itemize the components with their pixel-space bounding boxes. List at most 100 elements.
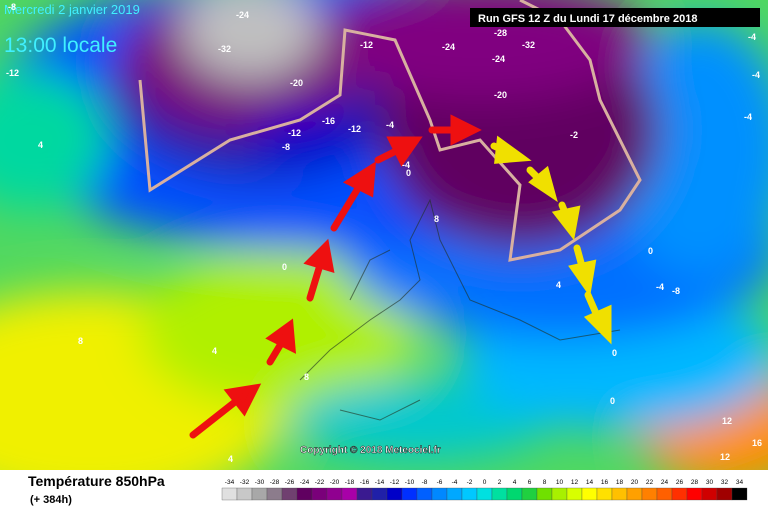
legend-tick: -14 xyxy=(375,479,385,486)
legend-swatch xyxy=(551,487,568,501)
legend-swatch xyxy=(626,487,643,501)
legend-swatch xyxy=(581,487,598,501)
legend-swatch xyxy=(371,487,388,501)
legend-tick: 8 xyxy=(543,479,547,486)
contour-label: -4 xyxy=(656,282,664,292)
legend-tick: -2 xyxy=(467,479,473,486)
legend-swatch xyxy=(566,487,583,501)
legend-swatch xyxy=(476,487,493,501)
legend-swatch xyxy=(686,487,703,501)
contour-label: 4 xyxy=(212,346,217,356)
legend-tick: 30 xyxy=(706,479,714,486)
run-label: Run GFS 12 Z du Lundi 17 décembre 2018 xyxy=(478,13,697,25)
contour-label: -12 xyxy=(360,40,373,50)
contour-label: 8 xyxy=(78,336,83,346)
contour-label: -12 xyxy=(6,68,19,78)
coastlines xyxy=(299,198,621,421)
legend-swatch xyxy=(221,487,238,501)
contour-label: -2 xyxy=(570,130,578,140)
contour-label: -20 xyxy=(494,90,507,100)
legend-swatch xyxy=(731,487,748,501)
copyright: Copyright © 2018 Meteociel.fr xyxy=(300,445,441,456)
legend-tick: 18 xyxy=(616,479,624,486)
contour-label: -32 xyxy=(218,44,231,54)
legend-tick: -32 xyxy=(240,479,250,486)
contour-label: -24 xyxy=(492,54,505,64)
contour-label: -8 xyxy=(672,286,680,296)
contour-label: -4 xyxy=(752,70,760,80)
legend-swatch xyxy=(296,487,313,501)
legend-swatch xyxy=(236,487,253,501)
contour-label: 0 xyxy=(612,348,617,358)
legend-tick: -12 xyxy=(390,479,400,486)
contour-label: -16 xyxy=(322,116,335,126)
legend-tick: -30 xyxy=(255,479,265,486)
legend-swatch xyxy=(311,487,328,501)
date-label: Mercredi 2 janvier 2019 xyxy=(4,2,140,17)
contour-label: -20 xyxy=(290,78,303,88)
legend-swatch xyxy=(251,487,268,501)
legend-tick: -26 xyxy=(285,479,295,486)
legend-tick: -6 xyxy=(437,479,443,486)
legend-swatch xyxy=(401,487,418,501)
legend-swatch xyxy=(341,487,358,501)
legend-tick: 0 xyxy=(483,479,487,486)
contour-label: 12 xyxy=(722,416,732,426)
contour-label: -8 xyxy=(282,142,290,152)
footer-title: Température 850hPa xyxy=(28,473,165,489)
legend-tick: -22 xyxy=(315,479,325,486)
contour-label: 8 xyxy=(304,372,309,382)
legend-tick: -18 xyxy=(345,479,355,486)
contour-label: -12 xyxy=(348,124,361,134)
legend-swatch xyxy=(521,487,538,501)
legend-swatch xyxy=(266,487,283,501)
contour-label: 12 xyxy=(720,452,730,462)
legend-swatch xyxy=(356,487,373,501)
contour-label: 0 xyxy=(282,262,287,272)
legend-swatch xyxy=(461,487,478,501)
legend-swatch xyxy=(281,487,298,501)
legend-tick: 32 xyxy=(721,479,729,486)
legend-swatch xyxy=(596,487,613,501)
contour-label: 16 xyxy=(752,438,762,448)
contour-label: 4 xyxy=(556,280,561,290)
legend-swatch xyxy=(416,487,433,501)
legend-swatch xyxy=(386,487,403,501)
contour-label: -4 xyxy=(402,160,410,170)
contour-label: 4 xyxy=(38,140,43,150)
legend-tick: -24 xyxy=(300,479,310,486)
contour-label: -8 xyxy=(8,2,16,12)
legend-tick: 14 xyxy=(586,479,594,486)
front-line xyxy=(138,0,642,262)
legend-tick: 22 xyxy=(646,479,654,486)
contour-label: -4 xyxy=(386,120,394,130)
legend-tick: 6 xyxy=(528,479,532,486)
legend-tick: 12 xyxy=(571,479,579,486)
legend-tick: -4 xyxy=(452,479,458,486)
contour-label: -4 xyxy=(744,112,752,122)
legend-swatch xyxy=(326,487,343,501)
legend-swatch xyxy=(641,487,658,501)
contour-label: -32 xyxy=(522,40,535,50)
legend-swatch xyxy=(671,487,688,501)
time-label: 13:00 locale xyxy=(4,34,117,57)
legend-tick: -10 xyxy=(405,479,415,486)
legend-swatch xyxy=(446,487,463,501)
legend-swatch xyxy=(701,487,718,501)
legend-tick: 2 xyxy=(498,479,502,486)
contour-label: -12 xyxy=(288,128,301,138)
contour-label: 8 xyxy=(434,214,439,224)
legend-tick: 26 xyxy=(676,479,684,486)
arrows xyxy=(189,114,612,439)
legend-tick: 10 xyxy=(556,479,564,486)
contour-label: -28 xyxy=(494,28,507,38)
contour-label: -4 xyxy=(748,32,756,42)
legend-swatch xyxy=(716,487,733,501)
run-box xyxy=(470,8,760,27)
legend-tick: 24 xyxy=(661,479,669,486)
contour-label: 0 xyxy=(406,168,411,178)
contour-label: -24 xyxy=(236,10,249,20)
contour-label: 4 xyxy=(228,454,233,464)
